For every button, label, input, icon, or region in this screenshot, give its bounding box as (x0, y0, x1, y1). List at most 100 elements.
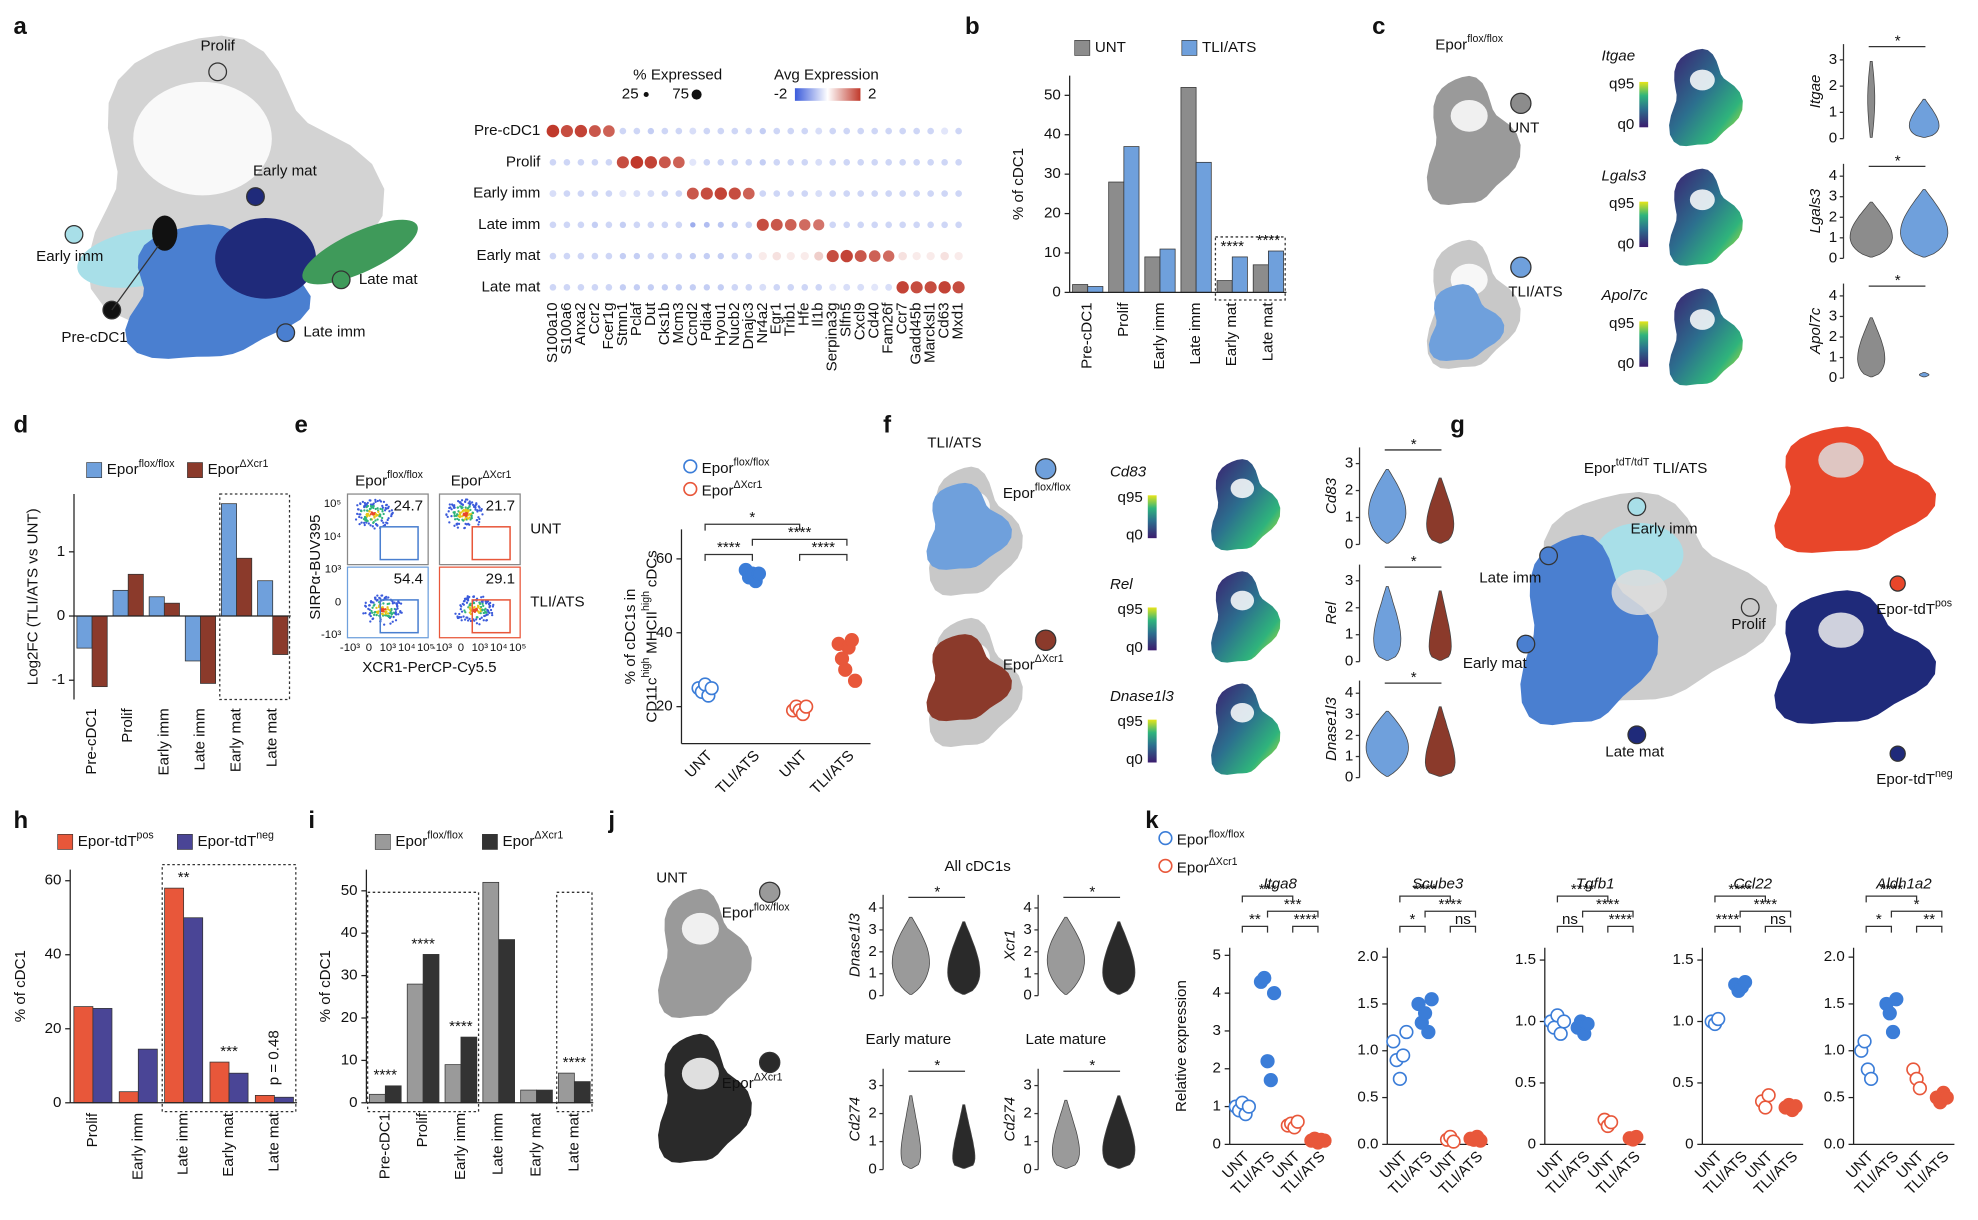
bar (209, 1061, 230, 1104)
flow-dot (462, 615, 465, 618)
x-tick-label: Late imm (191, 708, 208, 770)
significance: * (1895, 152, 1901, 169)
flow-dot (370, 609, 373, 613)
flow-dot (381, 504, 384, 508)
dot (885, 283, 893, 291)
violin (1857, 317, 1886, 378)
flow-dot (467, 522, 470, 526)
y-tick-label: 0 (1052, 283, 1060, 300)
flow-plot (346, 566, 429, 639)
flow-dot (364, 612, 367, 615)
dot (563, 252, 571, 260)
text-part: Epor (702, 483, 734, 500)
flow-dot (478, 520, 481, 524)
dot (703, 284, 711, 291)
flow-dot (396, 607, 399, 610)
header: Late mature (1026, 1031, 1107, 1048)
legend-swatch (482, 834, 498, 850)
gene-label: Pclaf (628, 302, 645, 336)
bar (272, 615, 289, 655)
legend-title: Avg Expression (774, 67, 879, 84)
data-point (1392, 1071, 1407, 1086)
dot (591, 159, 599, 166)
dot (927, 159, 934, 166)
dot (787, 284, 795, 291)
bar (406, 983, 424, 1104)
dot (843, 283, 851, 291)
data-point (1912, 1081, 1928, 1096)
scale-label: q95 (1609, 315, 1634, 332)
gene-label: Dnase1l3 (846, 913, 863, 977)
gate (379, 526, 419, 561)
row-label: TLI/ATS (530, 593, 584, 610)
flow-dot (369, 518, 372, 521)
bar (1087, 286, 1104, 293)
flow-dot (372, 521, 375, 525)
dot (591, 221, 599, 229)
flow-dot (458, 513, 462, 516)
flow-dot (363, 501, 367, 505)
gene-label: Itgae (1602, 48, 1636, 65)
gene-label: Dnase1l3 (1110, 688, 1174, 705)
text-part: Epor (503, 833, 535, 850)
y-tick-label: 5 (1212, 946, 1220, 963)
y-axis-label: CD11chighMHCIIhighcDCs (640, 550, 661, 723)
flow-dot (466, 599, 470, 602)
gene-label: Stmn1 (614, 302, 631, 346)
bracket (799, 553, 848, 561)
scale-label: q95 (1118, 601, 1143, 618)
dot (605, 159, 613, 166)
flow-dot (460, 610, 464, 613)
legend-label: EporΔXcr1 (702, 479, 763, 500)
flow-dot (376, 594, 379, 597)
violin (1424, 706, 1456, 777)
bar (164, 887, 185, 1104)
significance: * (1914, 896, 1920, 913)
dot (759, 283, 767, 291)
gate-value: 24.7 (394, 498, 423, 515)
bracket (1449, 925, 1477, 933)
text-part: Epor (355, 472, 387, 489)
flow-dot (456, 513, 459, 516)
flow-dot (481, 513, 484, 516)
flow-dot (381, 506, 385, 509)
flow-dot (373, 527, 376, 530)
dot (815, 127, 823, 135)
flow-dot (470, 514, 473, 517)
scale-label: q0 (1617, 355, 1634, 372)
scale-label: q95 (1118, 713, 1143, 730)
panel-label: j (607, 807, 615, 834)
dot (661, 221, 669, 229)
flow-dot (462, 519, 465, 522)
bar (91, 615, 108, 688)
umap-hole (1689, 189, 1715, 211)
highlight-box (1214, 236, 1286, 301)
significance: ns (1455, 911, 1471, 928)
row-label: Pre-cDC1 (474, 122, 540, 139)
tick-label: 3 (1829, 51, 1837, 68)
dot (549, 252, 557, 260)
umap-cluster (125, 224, 311, 359)
legend-label: TLI/ATS (1202, 39, 1256, 56)
superscript: pos (137, 829, 154, 841)
dot (690, 222, 696, 228)
dot (675, 284, 683, 291)
legend-dot (683, 459, 698, 474)
dot (563, 190, 571, 197)
bracket (1915, 925, 1943, 933)
superscript: flox/flox (1035, 482, 1072, 494)
flow-dot (358, 515, 361, 519)
dot (647, 190, 655, 198)
data-point (1417, 1006, 1433, 1021)
axis-tick: 10⁴ (324, 531, 342, 543)
flow-dot (480, 596, 483, 599)
tick-label: 1 (1023, 965, 1031, 982)
gene-label: Trib1 (782, 302, 799, 336)
tick-label: 2 (1829, 328, 1837, 345)
flow-dot (450, 508, 453, 511)
flow-dot (467, 502, 470, 505)
dot (801, 159, 809, 166)
dot (885, 190, 892, 197)
dot (633, 127, 641, 135)
dot (644, 156, 658, 169)
